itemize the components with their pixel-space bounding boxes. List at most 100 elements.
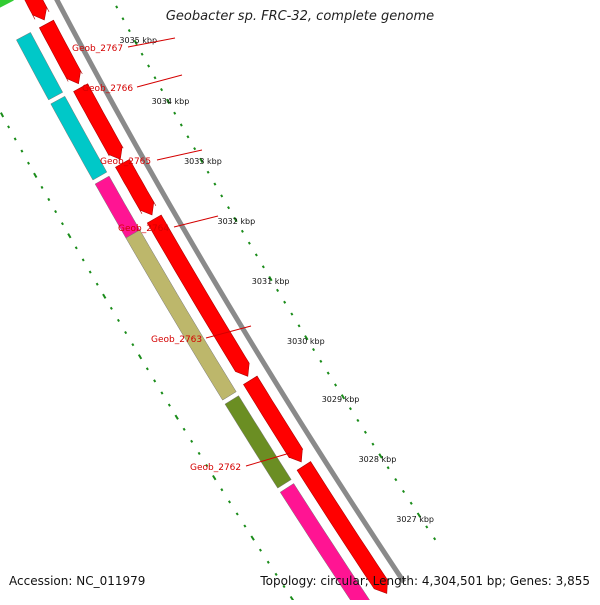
inner-tick [102,293,107,299]
scale-label: 3029 kbp [322,395,360,404]
inner-tick [182,427,186,431]
cds-arrow [38,19,83,85]
accession-text: Accession: NC_011979 [9,574,146,588]
outer-tick [233,216,238,223]
inner-tick [7,125,11,129]
outer-tick [401,489,406,494]
gene-label: Geob_2763 [151,335,202,345]
inner-tick [243,524,247,528]
gene-leader-line [127,37,176,48]
gene-label: Geob_2765 [100,157,151,167]
inner-tick [227,500,232,504]
inner-tick [205,463,209,468]
inner-tick [109,306,113,310]
scale-label: 3034 kbp [152,97,190,106]
inner-tick [116,318,120,323]
gene-label: Geob_2764 [118,224,169,234]
outer-tick [319,359,323,363]
inner-tick [95,282,99,286]
outer-tick [356,418,360,423]
inner-tick [266,560,270,564]
cds-arrow [243,375,304,463]
outer-tick [268,275,273,282]
inner-tick [20,149,24,153]
inner-tick [0,112,5,118]
inner-tick [250,535,255,541]
scale-label: 3031 kbp [252,277,290,286]
gene-layer [0,0,373,605]
scale-label: 3030 kbp [287,337,325,346]
outer-tick [416,512,422,518]
inner-tick [33,172,38,178]
gene-block [16,32,64,101]
gene-block [0,0,14,8]
inner-tick [74,246,78,250]
outer-tick [121,17,125,21]
gene-leader-line [245,452,291,467]
outer-tick [334,383,338,387]
inner-tick [54,210,58,214]
outer-tick [179,123,183,127]
outer-tick [133,39,138,46]
inner-tick [160,391,164,395]
scale-label: 3027 kbp [396,515,434,524]
gene-leader-line [136,74,183,88]
inner-tick [67,233,72,239]
inner-tick [274,572,278,576]
outer-tick [409,501,413,505]
inner-tick [197,451,201,456]
inner-tick [258,548,262,552]
outer-tick [348,407,352,411]
inner-tick [220,488,224,492]
outer-tick [186,135,190,139]
cds-arrow [115,158,157,216]
gene-label: Geob_2766 [82,84,133,94]
scale-label: 3033 kbp [184,157,222,166]
inner-tick [212,474,217,481]
inner-tick [88,270,92,274]
inner-tick [60,222,64,226]
outer-tick [283,300,287,304]
outer-tick [433,537,437,541]
outer-tick [304,335,309,341]
outer-tick [227,206,231,210]
outer-tick [193,147,197,151]
outer-tick [276,288,280,293]
outer-tick [213,182,217,186]
outer-tick [115,5,119,9]
inner-tick [124,330,128,335]
outer-tick [166,98,171,105]
inner-tick [145,367,149,371]
cds-arrow [73,83,124,160]
outer-tick [240,229,244,233]
backbone-layer [54,0,406,584]
outer-tick [363,430,367,434]
outer-tick [206,170,210,174]
inner-tick [13,137,17,141]
inner-tick [81,258,85,262]
outer-tick [290,312,294,316]
scale-label: 3035 kbp [119,36,157,45]
tick-layer: 3035 kbp 3034 kbp 3033 kbp 3032 kbp 3031 kbp… [0,5,437,602]
outer-tick [199,157,204,164]
outer-tick [386,466,390,470]
cds-arrow [146,214,250,377]
gene-leader-line [173,215,219,228]
gene-block [224,395,292,489]
inner-tick [174,414,179,420]
outer-tick [340,394,346,400]
scale-label: 3028 kbp [359,455,397,464]
inner-tick [40,185,44,189]
outer-tick [247,241,251,245]
outer-tick [140,52,144,56]
scale-label: 3032 kbp [218,217,256,226]
inner-tick [27,161,30,165]
inner-tick [289,595,295,602]
outer-tick [261,265,265,269]
genome-stats-text: Topology: circular; Length: 4,304,501 bp… [260,574,590,588]
outer-tick [173,111,177,115]
outer-tick [220,194,224,198]
map-title: Geobacter sp. FRC-32, complete genome [165,9,435,24]
outer-tick [378,453,383,459]
